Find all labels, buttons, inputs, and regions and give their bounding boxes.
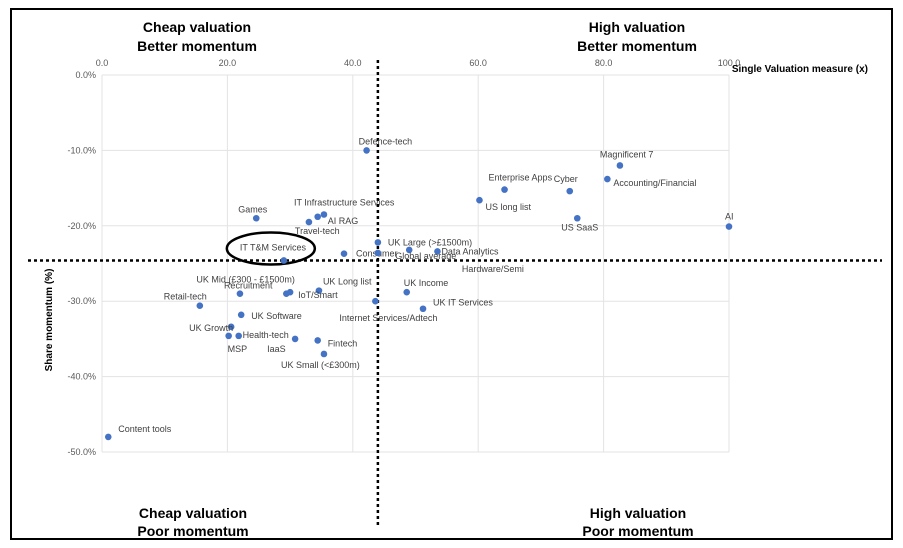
data-point-label: Hardware/Semi <box>462 264 524 274</box>
data-point-label: US SaaS <box>561 222 598 232</box>
data-point <box>604 176 611 183</box>
data-point-label: AI RAG <box>328 216 359 226</box>
data-point <box>363 147 370 154</box>
data-point-label: Accounting/Financial <box>613 178 696 188</box>
data-point-label: IoT/Smart <box>298 290 338 300</box>
data-point <box>225 333 232 340</box>
data-point-label: Internet Services/Adtech <box>339 313 437 323</box>
data-point <box>281 257 288 264</box>
data-point-label: Magnificent 7 <box>600 149 654 159</box>
data-point-label: UK Software <box>251 311 302 321</box>
data-point <box>306 219 313 226</box>
quadrant-bottom-left-line2: Poor momentum <box>137 523 248 539</box>
x-tick-label: 80.0 <box>595 58 613 68</box>
data-point <box>292 336 299 343</box>
quadrant-top-left-line2: Better momentum <box>137 38 257 54</box>
quadrant-top-right-line2: Better momentum <box>577 38 697 54</box>
data-point-label: Defence-tech <box>359 136 413 146</box>
data-points: Defence-tech Magnificent 7 Enterprise Apps… <box>105 136 734 440</box>
data-point <box>375 250 382 257</box>
data-point <box>253 215 260 222</box>
quadrant-top-left-line1: Cheap valuation <box>143 19 251 35</box>
data-point-label: Health-tech <box>243 330 289 340</box>
data-point <box>566 188 573 195</box>
gridlines <box>102 75 729 452</box>
data-point-label: IT T&M Services <box>240 242 307 252</box>
data-point <box>726 223 733 230</box>
data-point-label: Travel-tech <box>295 226 340 236</box>
data-point-label: UK Growth <box>189 323 233 333</box>
x-tick-label: 40.0 <box>344 58 362 68</box>
quadrant-bottom-right-line2: Poor momentum <box>582 523 693 539</box>
data-point-label: Retail-tech <box>164 292 207 302</box>
data-point-label: UK Small (<£300m) <box>281 360 360 370</box>
data-point-label: IaaS <box>267 344 286 354</box>
data-point <box>235 333 242 340</box>
data-point-label: Content tools <box>118 424 172 434</box>
y-tick-labels: 0.0% -10.0% -20.0% -30.0% -40.0% -50.0% <box>67 70 96 457</box>
data-point-label: UK Income <box>404 278 449 288</box>
data-point <box>403 289 410 296</box>
data-point <box>197 302 204 309</box>
data-point-label: US long list <box>485 202 531 212</box>
y-tick-label: -10.0% <box>67 145 96 155</box>
data-point-label: Global average <box>395 251 456 261</box>
data-point-label: Recruitment <box>224 281 273 291</box>
y-tick-label: -50.0% <box>67 447 96 457</box>
data-point <box>314 213 321 220</box>
data-point-label: IT Infrastructure Services <box>294 197 395 207</box>
data-point-label: UK Long list <box>323 277 372 287</box>
x-tick-label: 20.0 <box>219 58 237 68</box>
data-point <box>501 186 508 193</box>
data-point-label: Fintech <box>328 338 358 348</box>
data-point <box>341 250 348 257</box>
x-axis-title: Single Valuation measure (x) <box>732 64 868 75</box>
data-point <box>372 298 379 305</box>
data-point-label: Cyber <box>554 174 578 184</box>
data-point <box>476 197 483 204</box>
y-tick-label: -30.0% <box>67 296 96 306</box>
data-point <box>574 215 581 222</box>
y-tick-label: 0.0% <box>75 70 96 80</box>
data-point <box>321 351 328 358</box>
x-tick-labels: 0.0 20.0 40.0 60.0 80.0 100.0 <box>96 58 741 68</box>
data-point <box>375 239 382 246</box>
x-tick-label: 60.0 <box>469 58 487 68</box>
data-point <box>314 337 321 344</box>
data-point-label: AI <box>725 212 734 222</box>
scatter-chart: 0.0 20.0 40.0 60.0 80.0 100.0 0.0%-10.0%-20.0… <box>12 10 895 542</box>
chart-frame: 0.0 20.0 40.0 60.0 80.0 100.0 0.0% -10.0% -20.0… <box>10 8 893 540</box>
data-point <box>420 305 427 312</box>
data-point-label: MSP <box>228 344 248 354</box>
y-axis-title: Share momentum (%) <box>44 269 55 372</box>
y-tick-label: -20.0% <box>67 221 96 231</box>
data-point <box>238 311 245 318</box>
data-point <box>617 162 624 169</box>
quadrant-bottom-left-line1: Cheap valuation <box>139 505 247 521</box>
y-tick-label: -40.0% <box>67 372 96 382</box>
data-point <box>287 289 294 296</box>
data-point-label: Enterprise Apps <box>489 173 553 183</box>
quadrant-top-right-line1: High valuation <box>589 19 685 35</box>
data-point <box>321 211 328 218</box>
data-point <box>237 290 244 297</box>
data-point <box>105 434 112 441</box>
x-tick-label: 0.0 <box>96 58 109 68</box>
data-point-label: Games <box>238 204 268 214</box>
data-point-label: UK IT Services <box>433 298 493 308</box>
quadrant-bottom-right-line1: High valuation <box>590 505 686 521</box>
